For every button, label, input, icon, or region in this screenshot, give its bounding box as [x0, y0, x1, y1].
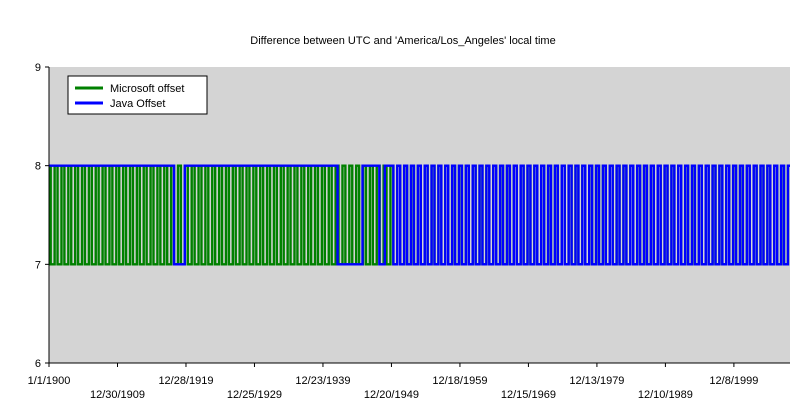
y-tick-label: 7 [35, 259, 41, 271]
x-tick-label: 12/15/1969 [501, 389, 556, 401]
series-layer [49, 164, 790, 266]
x-tick-label: 12/25/1929 [227, 389, 282, 401]
x-tick-label: 1/1/1900 [28, 375, 71, 387]
y-tick-label: 6 [35, 358, 41, 370]
x-tick-label: 12/20/1949 [364, 389, 419, 401]
y-tick-label: 9 [35, 62, 41, 74]
x-tick-label: 12/23/1939 [295, 375, 350, 387]
y-tick-label: 8 [35, 161, 41, 173]
series-line-java [49, 164, 790, 266]
x-tick-label: 12/18/1959 [432, 375, 487, 387]
x-tick-label: 12/28/1919 [158, 375, 213, 387]
x-tick-label: 12/10/1989 [638, 389, 693, 401]
y-ticks: 6 7 8 9 [35, 62, 49, 370]
x-tick-label: 12/13/1979 [569, 375, 624, 387]
chart-title: Difference between UTC and 'America/Los_… [250, 35, 555, 47]
legend-label-java: Java Offset [110, 98, 165, 110]
legend-label-microsoft: Microsoft offset [110, 83, 184, 95]
x-tick-label: 12/30/1909 [90, 389, 145, 401]
x-tick-label: 12/8/1999 [709, 375, 758, 387]
legend: Microsoft offset Java Offset [67, 75, 208, 115]
x-ticks: 1/1/1900 12/30/1909 12/28/1919 12/25/1929 12… [28, 363, 758, 401]
legend-box [67, 75, 208, 115]
